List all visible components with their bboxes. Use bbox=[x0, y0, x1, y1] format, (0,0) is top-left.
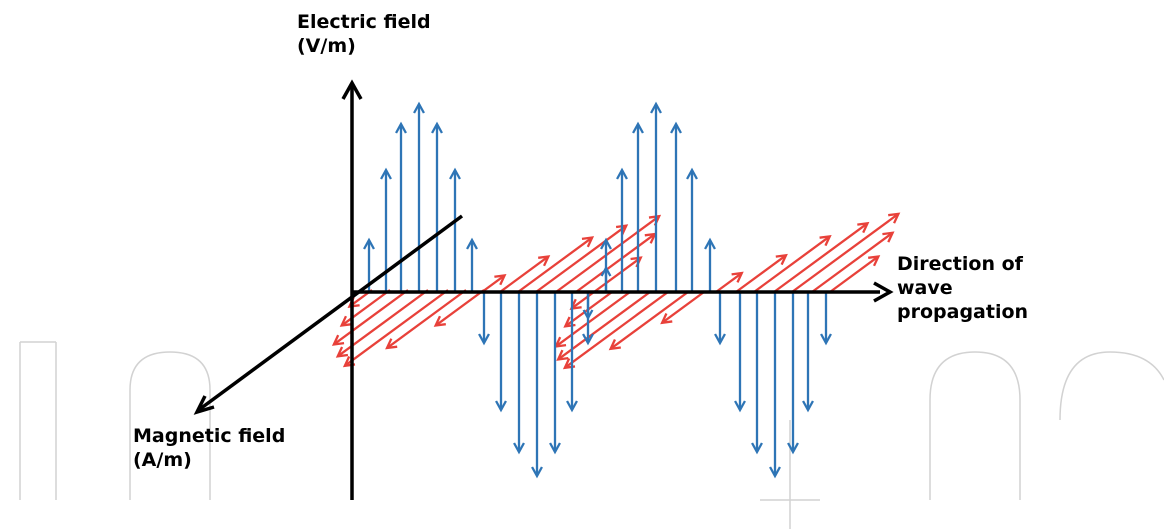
magnetic-field-arrow bbox=[499, 255, 551, 293]
electric-field-label-unit: (V/m) bbox=[297, 35, 356, 57]
magnetic-axis-arrowhead bbox=[193, 395, 215, 415]
electric-field-arrow-down bbox=[787, 292, 799, 455]
electric-field-arrow-up bbox=[395, 121, 407, 292]
magnetic-field-arrow bbox=[811, 231, 895, 293]
magnetic-field-arrow bbox=[535, 224, 629, 293]
electric-field-vectors bbox=[363, 101, 832, 479]
electric-field-arrow-up bbox=[686, 167, 698, 292]
magnetic-field-arrow bbox=[773, 221, 870, 293]
magnetic-field-arrow bbox=[339, 289, 391, 327]
magnetic-field-arrow bbox=[331, 289, 409, 346]
electric-field-arrow-down bbox=[495, 292, 507, 413]
magnetic-field-arrow bbox=[660, 291, 705, 325]
magnetic-field-arrow bbox=[791, 212, 901, 293]
magnetic-field-label-unit: (A/m) bbox=[133, 449, 192, 471]
electric-field-arrow-down bbox=[714, 292, 726, 346]
electric-field-arrow-up bbox=[449, 167, 461, 292]
electric-field-arrow-up bbox=[632, 121, 644, 292]
magnetic-field-arrow bbox=[433, 289, 485, 327]
magnetic-field-label: Magnetic field (A/m) bbox=[133, 424, 285, 472]
magnetic-field-arrow bbox=[569, 291, 595, 310]
electric-field-arrow-up bbox=[431, 121, 443, 292]
magnetic-field-arrow bbox=[829, 255, 881, 293]
electric-field-arrow-up bbox=[650, 101, 662, 292]
electric-field-arrow-up bbox=[466, 237, 478, 292]
magnetic-field-arrow bbox=[753, 234, 832, 293]
magnetic-field-arrow bbox=[575, 232, 657, 293]
propagation-label-line3: propagation bbox=[897, 301, 1029, 323]
electric-field-arrow-up bbox=[670, 121, 682, 292]
magnetic-field-arrow bbox=[556, 291, 651, 361]
electric-field-arrow-down bbox=[566, 292, 578, 413]
propagation-label-line2: wave bbox=[897, 277, 953, 299]
electric-field-arrow-down bbox=[820, 292, 832, 346]
electric-field-label: Electric field (V/m) bbox=[297, 10, 431, 58]
electric-field-arrow-down bbox=[478, 292, 490, 346]
magnetic-field-arrow bbox=[385, 289, 467, 350]
electric-field-arrow-up bbox=[704, 237, 716, 292]
electric-field-arrow-up bbox=[413, 101, 425, 292]
electric-field-arrow-down bbox=[513, 292, 525, 455]
magnetic-field-label-line1: Magnetic field bbox=[133, 425, 286, 447]
electric-field-arrow-up bbox=[616, 167, 628, 292]
magnetic-field-arrow bbox=[608, 291, 689, 351]
propagation-label-line1: Direction of bbox=[897, 253, 1023, 275]
magnetic-field-arrow bbox=[481, 274, 507, 293]
magnetic-field-arrow bbox=[342, 289, 449, 368]
electric-field-arrow-down bbox=[769, 292, 781, 479]
watermark-logo bbox=[19, 341, 1164, 529]
magnetic-field-arrow bbox=[735, 253, 788, 293]
propagation-label: Direction of wave propagation bbox=[897, 252, 1028, 324]
magnetic-field-arrow bbox=[553, 291, 631, 348]
electric-field-arrow-down bbox=[802, 292, 814, 413]
electric-field-arrow-up bbox=[600, 265, 612, 292]
electric-field-arrow-down bbox=[582, 292, 594, 321]
electric-field-arrow-down bbox=[734, 292, 746, 413]
electric-axis-arrowhead bbox=[341, 79, 363, 100]
electric-field-arrow-down bbox=[751, 292, 763, 455]
electric-field-label-line1: Electric field bbox=[297, 11, 431, 33]
electric-field-arrow-down bbox=[531, 292, 543, 479]
magnetic-field-arrow bbox=[715, 271, 744, 293]
magnetic-axis bbox=[198, 214, 464, 411]
propagation-axis-arrowhead bbox=[873, 281, 894, 303]
electric-field-arrow-down bbox=[549, 292, 561, 455]
magnetic-field-arrow bbox=[517, 236, 595, 293]
